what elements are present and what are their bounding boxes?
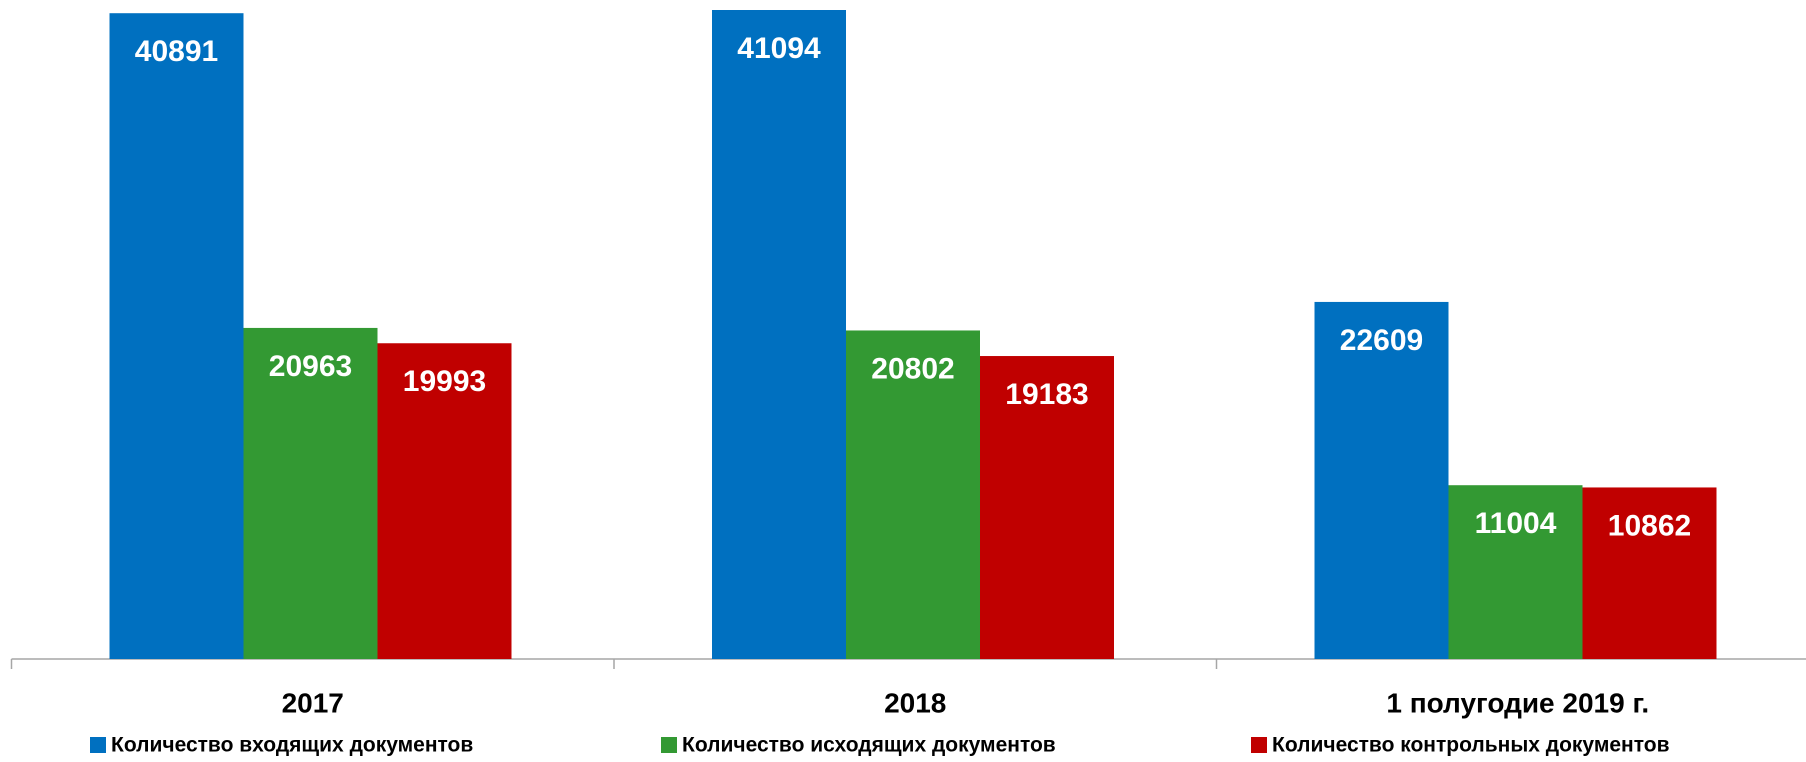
x-tick-label: 2017 [282,687,344,718]
bar [712,10,846,659]
legend-swatch [661,737,677,753]
legend-label: Количество исходящих документов [682,734,1056,757]
x-tick-label: 2018 [884,687,946,718]
legend-swatch [1251,737,1267,753]
bar [846,330,980,659]
legend-label: Количество входящих документов [111,734,473,757]
bar [109,13,244,659]
data-label: 20802 [871,352,954,385]
bar [1582,487,1717,659]
bar [377,343,512,659]
data-label: 19993 [403,365,486,398]
bar [243,327,378,659]
data-label: 22609 [1340,324,1423,357]
data-label: 10862 [1608,509,1691,542]
data-label: 40891 [135,35,218,68]
data-label: 19183 [1005,378,1088,411]
legend-swatch [90,737,106,753]
legend-label: Количество контрольных документов [1272,734,1670,757]
data-label: 41094 [737,32,821,65]
data-label: 20963 [269,350,352,383]
bar [1314,301,1449,659]
bar [1448,485,1583,659]
x-tick-label: 1 полугодие 2019 г. [1386,687,1649,718]
bar [980,356,1114,659]
data-label: 11004 [1475,507,1557,540]
